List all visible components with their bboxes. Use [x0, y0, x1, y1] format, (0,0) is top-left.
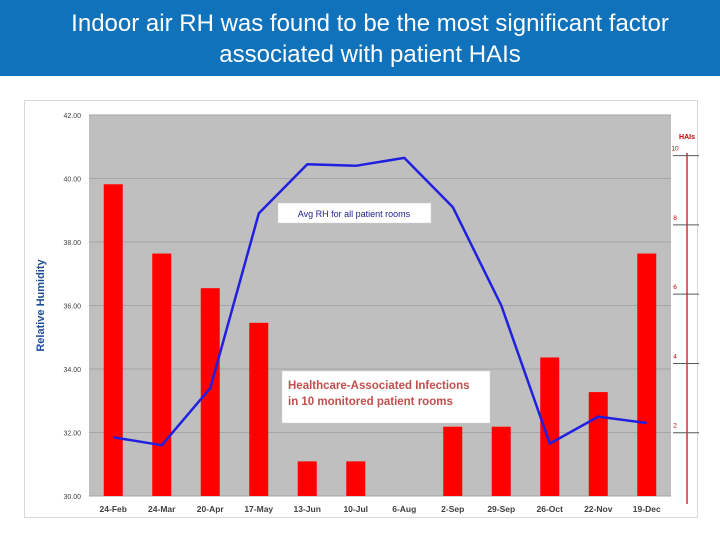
x-tick-label: 24-Mar [148, 504, 176, 514]
y-tick-label: 42.00 [63, 113, 81, 120]
bar [346, 461, 366, 496]
x-tick-label: 22-Nov [584, 504, 613, 514]
slide-title: Indoor air RH was found to be the most s… [71, 10, 669, 68]
y-tick-label: 30.00 [63, 494, 81, 501]
x-tick-label: 19-Dec [633, 504, 661, 514]
bar [637, 253, 657, 496]
y-tick-label: 34.00 [63, 367, 81, 374]
bar [540, 357, 560, 496]
y2-tick-label: 8 [673, 215, 677, 222]
y-tick-label: 38.00 [63, 240, 81, 247]
y2-tick-label: 2 [673, 423, 677, 430]
x-tick-label: 29-Sep [487, 504, 515, 514]
bar [588, 392, 608, 496]
bar [491, 426, 511, 496]
x-tick-label: 10-Jul [343, 504, 368, 514]
title-banner: Indoor air RH was found to be the most s… [0, 0, 720, 76]
y-tick-label: 32.00 [63, 431, 81, 438]
y2-tick-label: 4 [673, 353, 677, 360]
bar-label-text: Healthcare-Associated Infections [288, 380, 470, 392]
x-tick-label: 26-Oct [537, 504, 564, 514]
rh-line [113, 156, 647, 447]
line-label-box [277, 202, 432, 224]
bar-label-text: in 10 monitored patient rooms [288, 396, 453, 408]
line-label-text: Avg RH for all patient rooms [298, 209, 411, 219]
bar [103, 184, 123, 496]
y2-tick-label: 10 [671, 146, 679, 153]
x-tick-label: 20-Apr [197, 504, 225, 514]
y-tick-label: 40.00 [63, 177, 81, 184]
bar [249, 322, 269, 496]
rh-hai-combo-chart: 30.00 32.00 34.00 36.00 38.00 40.00 42.00 Relat… [35, 113, 699, 514]
y-axis-title: Relative Humidity [35, 258, 47, 351]
x-tick-label: 24-Feb [100, 504, 127, 514]
x-tick-label: 17-May [244, 504, 273, 514]
y2-axis-title: HAIs [679, 134, 695, 141]
y-tick-label: 36.00 [63, 304, 81, 311]
bar [443, 426, 463, 496]
y2-tick-label: 6 [673, 284, 677, 291]
x-tick-label: 2-Sep [441, 504, 464, 514]
bar [200, 288, 220, 496]
chart-frame: 30.00 32.00 34.00 36.00 38.00 40.00 42.00 Relat… [24, 100, 699, 518]
bar [297, 461, 317, 496]
x-tick-label: 6-Aug [392, 504, 416, 514]
bar-label-box [281, 370, 491, 424]
bar [152, 253, 172, 496]
x-tick-label: 13-Jun [294, 504, 321, 514]
